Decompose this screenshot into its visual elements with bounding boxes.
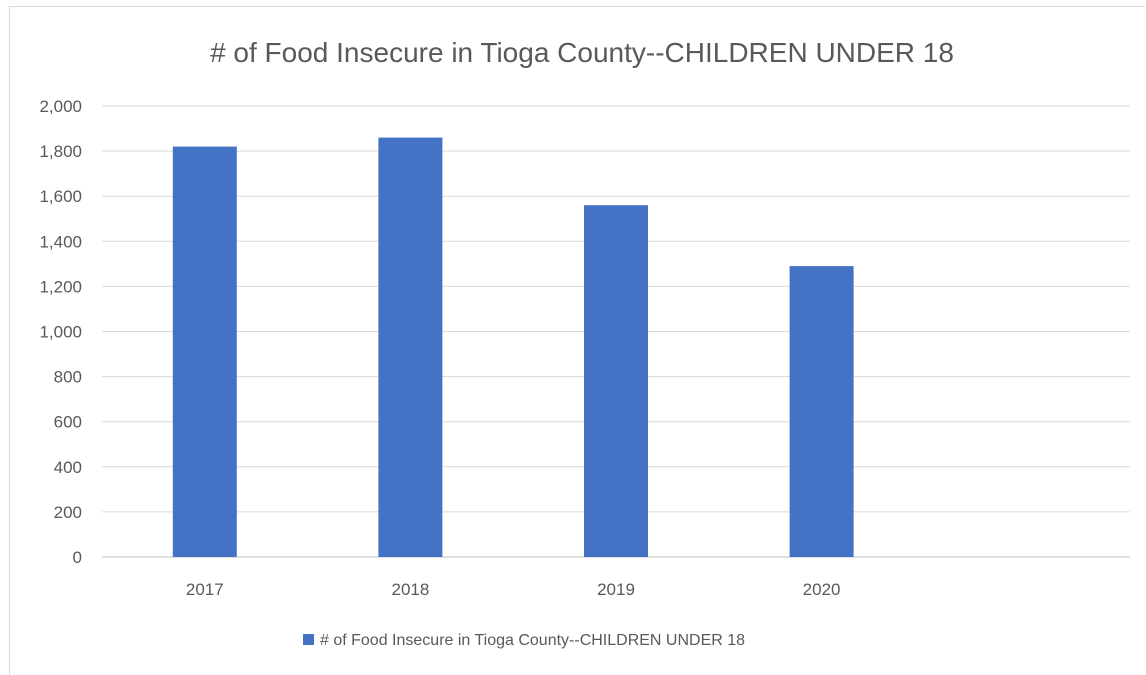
x-tick-label: 2020 bbox=[803, 580, 841, 599]
y-tick-label: 0 bbox=[73, 548, 82, 567]
y-tick-label: 600 bbox=[54, 413, 82, 432]
y-tick-label: 1,800 bbox=[39, 142, 82, 161]
y-axis-ticks: 0 200 400 600 800 1,000 1,200 1,400 1,600 1,800 2,… bbox=[39, 97, 82, 567]
y-tick-label: 200 bbox=[54, 503, 82, 522]
y-tick-label: 1,400 bbox=[39, 232, 82, 251]
x-tick-label: 2019 bbox=[597, 580, 635, 599]
bar-2019 bbox=[584, 205, 648, 557]
y-tick-label: 800 bbox=[54, 368, 82, 387]
bar-2018 bbox=[378, 137, 443, 557]
legend: # of Food Insecure in Tioga County--CHIL… bbox=[303, 632, 745, 649]
y-tick-label: 2,000 bbox=[39, 97, 82, 116]
chart-title: # of Food Insecure in Tioga County--CHIL… bbox=[210, 37, 954, 68]
y-tick-label: 1,000 bbox=[39, 323, 82, 342]
y-tick-label: 1,200 bbox=[39, 277, 82, 296]
bar-2017 bbox=[172, 146, 237, 557]
legend-label: # of Food Insecure in Tioga County--CHIL… bbox=[320, 632, 745, 649]
legend-swatch bbox=[303, 634, 314, 645]
x-axis-ticks: 2017 2018 2019 2020 bbox=[186, 580, 841, 599]
x-tick-label: 2018 bbox=[391, 580, 429, 599]
x-tick-label: 2017 bbox=[186, 580, 224, 599]
y-tick-label: 400 bbox=[54, 458, 82, 477]
bars bbox=[172, 137, 854, 557]
y-tick-label: 1,600 bbox=[39, 187, 82, 206]
bar-2020 bbox=[789, 266, 854, 557]
